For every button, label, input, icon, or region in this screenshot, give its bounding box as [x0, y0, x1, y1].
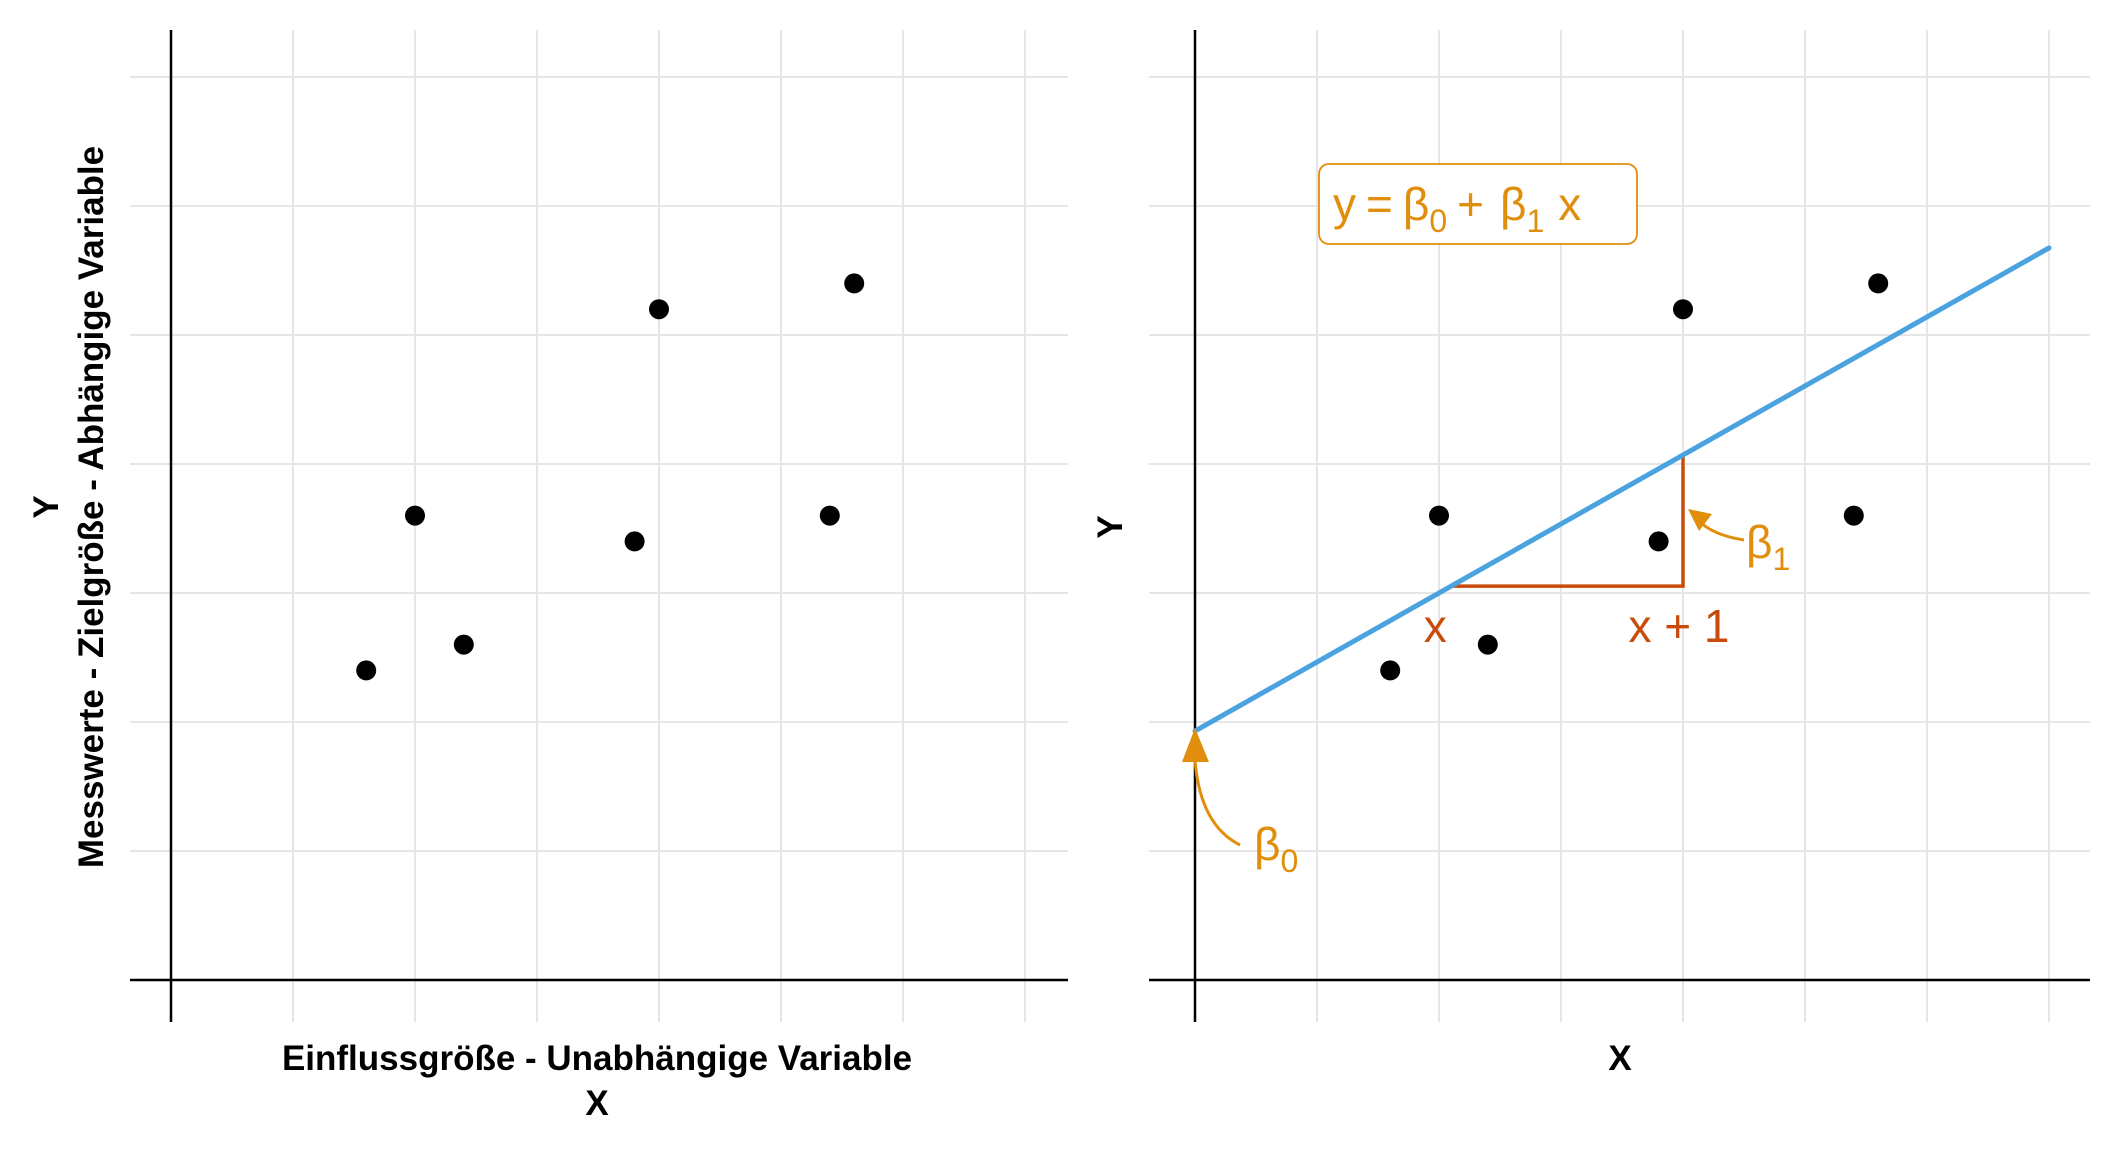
left-y-axis-title-line2: Messwerte - Zielgröße - Abhängige Variab…: [72, 146, 111, 868]
right-data-point: [1477, 634, 1498, 655]
regression-equation: y = β0 + β1 x: [1333, 178, 1581, 239]
left-data-point: [624, 531, 645, 552]
equation-box: [1318, 163, 1638, 245]
right-y-axis-title: Y: [1091, 515, 1130, 538]
left-points: [356, 273, 865, 681]
beta1-arrow-head: [1688, 509, 1712, 531]
left-data-point: [453, 634, 474, 655]
right-data-point: [1673, 299, 1693, 320]
slope-triangle-x-label: x: [1424, 600, 1447, 652]
beta0-arrow: [1193, 759, 1241, 847]
left-grid: [130, 30, 1068, 1022]
right-data-point: [1868, 273, 1889, 294]
left-data-point: [356, 660, 377, 681]
regression-line: [1192, 245, 2052, 734]
left-panel: Einflussgröße - Unabhängige Variable X Y…: [27, 30, 1068, 1123]
slope-triangle: [1451, 454, 1685, 588]
left-x-axis-title-line2: X: [585, 1084, 609, 1123]
left-data-point: [649, 299, 669, 320]
beta0-arrow-head: [1182, 728, 1209, 762]
left-data-point: [405, 505, 425, 526]
right-points: [1380, 273, 1889, 681]
right-data-point: [1648, 531, 1669, 552]
left-x-axis-title-line1: Einflussgröße - Unabhängige Variable: [282, 1039, 912, 1078]
left-data-point: [819, 505, 840, 526]
left-data-point: [844, 273, 865, 294]
right-data-point: [1380, 660, 1401, 681]
right-panel: x x + 1 β1 β0 y = β0 + β1 x X Y: [1091, 30, 2090, 1078]
right-data-point: [1429, 505, 1449, 526]
left-y-axis-title-line1: Y: [27, 495, 66, 518]
beta0-label: β0: [1254, 818, 1298, 879]
right-x-axis-title: X: [1608, 1039, 1632, 1078]
slope-triangle-x-plus-1-label: x + 1: [1628, 600, 1729, 652]
right-data-point: [1843, 505, 1864, 526]
beta1-label: β1: [1746, 516, 1790, 577]
